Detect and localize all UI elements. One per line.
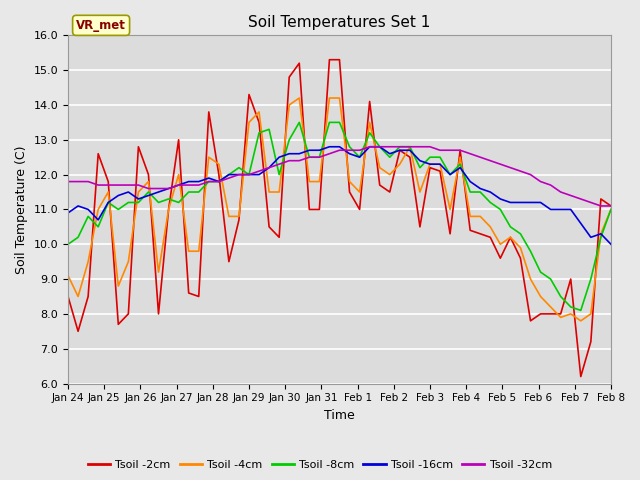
Legend: Tsoil -2cm, Tsoil -4cm, Tsoil -8cm, Tsoil -16cm, Tsoil -32cm: Tsoil -2cm, Tsoil -4cm, Tsoil -8cm, Tsoi… xyxy=(83,456,557,474)
Title: Soil Temperatures Set 1: Soil Temperatures Set 1 xyxy=(248,15,431,30)
Y-axis label: Soil Temperature (C): Soil Temperature (C) xyxy=(15,145,28,274)
Text: VR_met: VR_met xyxy=(76,19,126,32)
X-axis label: Time: Time xyxy=(324,409,355,422)
